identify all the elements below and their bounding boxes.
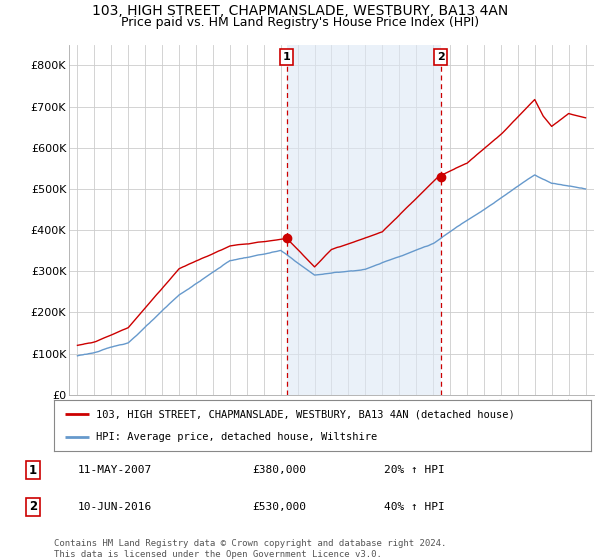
Text: 10-JUN-2016: 10-JUN-2016	[78, 502, 152, 512]
Text: 1: 1	[29, 464, 37, 477]
Text: Price paid vs. HM Land Registry's House Price Index (HPI): Price paid vs. HM Land Registry's House …	[121, 16, 479, 29]
Text: HPI: Average price, detached house, Wiltshire: HPI: Average price, detached house, Wilt…	[96, 432, 377, 442]
Text: 2: 2	[437, 52, 445, 62]
Text: 2: 2	[29, 500, 37, 514]
Text: 103, HIGH STREET, CHAPMANSLADE, WESTBURY, BA13 4AN (detached house): 103, HIGH STREET, CHAPMANSLADE, WESTBURY…	[96, 409, 515, 419]
Text: Contains HM Land Registry data © Crown copyright and database right 2024.
This d: Contains HM Land Registry data © Crown c…	[54, 539, 446, 559]
Text: 1: 1	[283, 52, 290, 62]
Text: 20% ↑ HPI: 20% ↑ HPI	[384, 465, 445, 475]
Text: 40% ↑ HPI: 40% ↑ HPI	[384, 502, 445, 512]
Text: 103, HIGH STREET, CHAPMANSLADE, WESTBURY, BA13 4AN: 103, HIGH STREET, CHAPMANSLADE, WESTBURY…	[92, 4, 508, 18]
Text: 11-MAY-2007: 11-MAY-2007	[78, 465, 152, 475]
Text: £530,000: £530,000	[252, 502, 306, 512]
Bar	[287, 45, 440, 395]
Text: £380,000: £380,000	[252, 465, 306, 475]
